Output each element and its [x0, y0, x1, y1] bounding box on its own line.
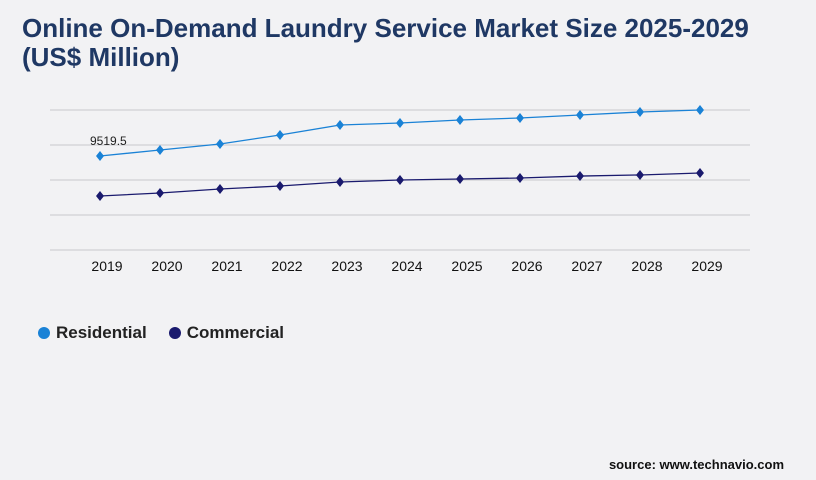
- data-point: [696, 167, 704, 178]
- x-tick-label: 2020: [151, 258, 182, 274]
- x-tick-label: 2021: [211, 258, 242, 274]
- data-point: [456, 174, 464, 185]
- data-point: [96, 151, 104, 162]
- source-text: source: www.technavio.com: [608, 457, 784, 472]
- data-point: [576, 171, 584, 182]
- data-point: [336, 120, 344, 131]
- x-tick-label: 2025: [451, 258, 482, 274]
- x-tick-label: 2026: [511, 258, 542, 274]
- x-tick-label: 2024: [391, 258, 422, 274]
- chart-title: Online On-Demand Laundry Service Market …: [22, 13, 749, 72]
- data-point: [336, 176, 344, 187]
- x-tick-label: 2029: [691, 258, 722, 274]
- data-point: [156, 188, 164, 199]
- data-point: [156, 144, 164, 155]
- data-point: [636, 106, 644, 117]
- x-tick-label: 2027: [571, 258, 602, 274]
- legend-item-commercial: Commercial: [168, 323, 285, 343]
- data-point: [636, 169, 644, 180]
- legend-label: Commercial: [186, 323, 285, 342]
- data-point: [516, 112, 524, 123]
- data-point: [216, 183, 224, 194]
- legend-marker: [38, 327, 50, 339]
- data-point: [96, 190, 104, 201]
- data-point: [276, 181, 284, 192]
- data-point: [396, 175, 404, 185]
- data-point: [516, 173, 524, 184]
- legend-marker: [168, 327, 181, 339]
- x-tick-label: 2022: [271, 258, 302, 274]
- legend-item-residential: Residential: [38, 323, 147, 343]
- data-point: [216, 139, 224, 150]
- series-line-residential: [99, 109, 701, 157]
- x-tick-label: 2023: [331, 258, 362, 274]
- data-point: [396, 118, 404, 129]
- legend-label: Residential: [56, 323, 147, 342]
- line-chart: 2019 2020 2021 2022 2023 2024 2025 2026 2027 2028…: [50, 105, 750, 274]
- x-tick-label: 2028: [631, 258, 662, 274]
- legend: Residential Commercial: [38, 323, 284, 343]
- data-point: [576, 110, 584, 121]
- data-label: 9519.5: [90, 134, 127, 148]
- data-point: [276, 129, 284, 140]
- data-point: [696, 105, 704, 115]
- data-point: [456, 114, 464, 125]
- x-tick-label: 2019: [91, 258, 122, 274]
